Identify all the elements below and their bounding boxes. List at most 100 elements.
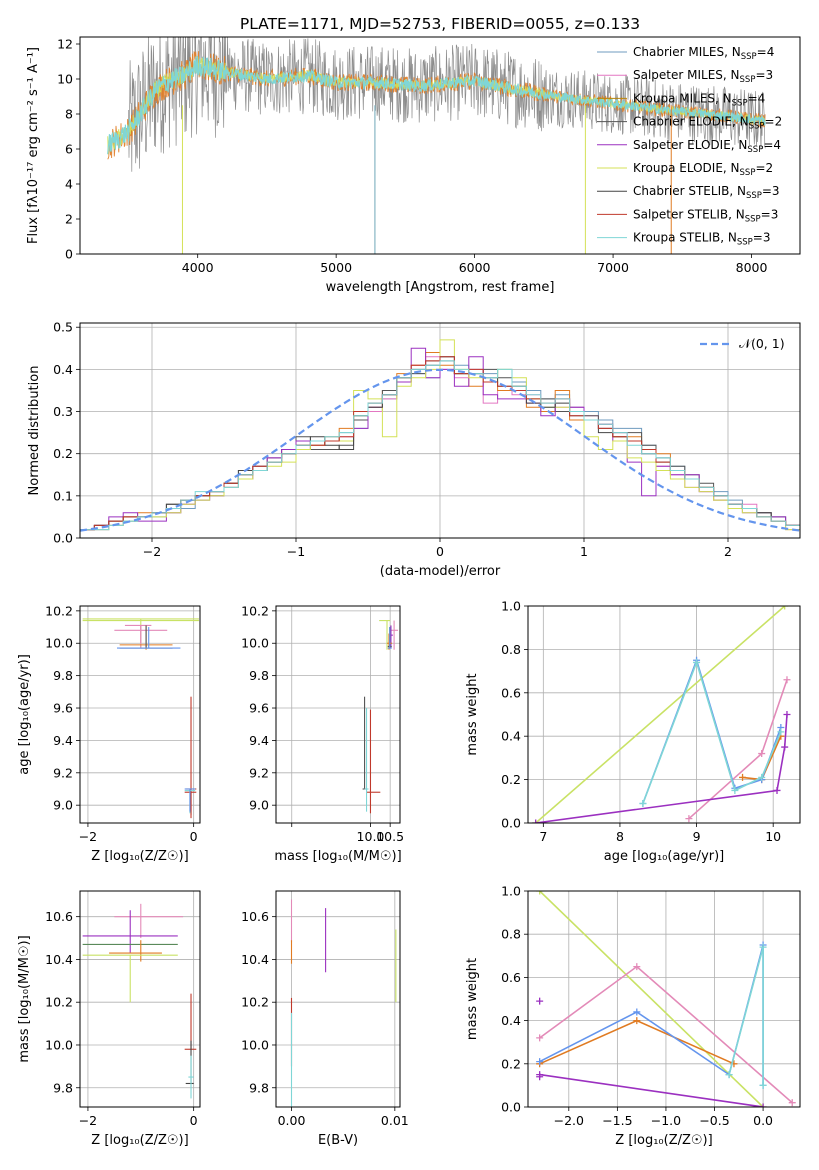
legend-sub: SSP [741, 52, 757, 62]
legend-entry: Chabrier MILES, NSSP=4 [633, 45, 774, 62]
series-marker [693, 658, 701, 666]
x-tick-label: 5000 [320, 260, 352, 275]
x-tick-label: 7000 [597, 260, 629, 275]
y-tick-label: 12 [57, 37, 73, 52]
y-tick-label: 0.0 [501, 1100, 521, 1115]
plot-area [82, 903, 197, 1099]
x-tick-label: 8000 [736, 260, 768, 275]
plot-area [536, 891, 796, 1107]
series-marker [633, 1017, 641, 1025]
y-tick-label: 9.8 [53, 1080, 73, 1095]
x-tick-label: 8 [616, 829, 624, 844]
legend-entry: Kroupa ELODIE, NSSP=2 [633, 161, 773, 178]
x-tick-label: −2.0 [554, 1113, 584, 1128]
series-marker [758, 750, 766, 758]
x-axis-label: (data-model)/error [380, 564, 501, 579]
series-marker [783, 676, 791, 684]
y-tick-label: 9.0 [53, 798, 73, 813]
legend-sub: SSP [732, 98, 748, 108]
y-tick-label: 0.6 [501, 970, 521, 985]
series-marker [783, 711, 791, 718]
normal-curve [80, 368, 800, 532]
legend-sub: SSP [745, 214, 761, 224]
legend-label: Chabrier STELIB, N [633, 184, 746, 198]
y-tick-label: 0.8 [501, 642, 521, 657]
panel-mass_vs_ebv: 0.00 0.01 9.8 10.0 10.2 10.4 10.6 E(B-V) [241, 890, 409, 1148]
series-marker [536, 1058, 544, 1066]
legend-suffix: =2 [765, 115, 783, 129]
series-marker [725, 1071, 733, 1079]
x-tick-label: 0 [190, 829, 198, 844]
series-marker [633, 1008, 641, 1016]
y-tick-label: 0.8 [501, 927, 521, 942]
legend-entry: 𝒩(0, 1) [739, 336, 785, 351]
series-marker [532, 819, 540, 823]
x-tick-label: 2 [724, 544, 732, 559]
series-marker [759, 943, 767, 951]
series-marker [536, 891, 544, 895]
axes-frame [275, 890, 401, 1108]
y-tick-label: 10.2 [45, 995, 73, 1010]
axes-frame [527, 605, 801, 824]
legend-sub: SSP [749, 122, 765, 132]
y-tick-label: 0.4 [53, 362, 73, 377]
legend-sub: SSP [746, 191, 762, 201]
legend-sub: SSP [740, 75, 756, 85]
series-marker [739, 773, 747, 781]
x-tick-label: −2 [143, 544, 161, 559]
legend-suffix: =4 [757, 45, 775, 59]
y-tick-label: 10.6 [241, 909, 269, 924]
x-tick-label: 9 [693, 829, 701, 844]
legend-suffix: =2 [755, 161, 773, 175]
x-axis-label: E(B-V) [318, 1133, 358, 1148]
y-tick-label: 9.2 [53, 765, 73, 780]
series-marker [759, 1081, 767, 1089]
series-marker [633, 963, 641, 971]
y-tick-label: 0.0 [501, 816, 521, 831]
x-tick-label: −1.0 [651, 1113, 681, 1128]
y-axis-label: age [log₁₀(age/yr)] [17, 654, 32, 775]
plot-area [107, 37, 766, 254]
y-axis-label: mass [log₁₀(M/M☉)] [17, 935, 32, 1062]
legend-entry: Kroupa MILES, NSSP=4 [633, 91, 765, 108]
y-axis-label: Flux [fλ10⁻¹⁷ erg cm⁻² s⁻¹ A⁻¹] [26, 47, 41, 244]
y-tick-label: 10.6 [45, 909, 73, 924]
panel-age_vs_Z: −2 0 9.0 9.2 9.4 9.6 9.8 10.0 10.2 Z [log₁₀(Z/Z☉)… [17, 603, 201, 864]
series-marker [781, 743, 789, 751]
legend-sub: SSP [740, 168, 756, 178]
y-tick-label: 10.4 [241, 952, 269, 967]
axes-frame [79, 322, 801, 539]
series-line [539, 1073, 764, 1107]
series-marker [788, 1099, 796, 1107]
axes-frame [275, 605, 401, 824]
y-tick-label: 0.2 [53, 446, 73, 461]
y-tick-label: 10.2 [45, 603, 73, 618]
plot-area [532, 606, 791, 823]
series-marker [731, 786, 739, 794]
x-tick-label: 4000 [182, 260, 214, 275]
y-tick-label: 9.8 [53, 668, 73, 683]
y-tick-label: 0.4 [501, 729, 521, 744]
axes-frame [79, 605, 201, 824]
panel-weight_vs_age: 7 8 9 10 0.0 0.2 0.4 0.6 0.8 1.0 age [log₁₀(age/yr… [465, 599, 801, 864]
x-tick-label: 0.0 [753, 1113, 773, 1128]
panel-residual_hist: −2 −1 0 1 2 0.0 0.1 0.2 0.3 0.4 0.5 (data-model)/er… [27, 320, 801, 579]
legend-label: Salpeter ELODIE, N [633, 138, 747, 152]
legend: 𝒩(0, 1) [700, 336, 785, 351]
legend-entry: Kroupa STELIB, NSSP=3 [633, 231, 771, 248]
y-tick-label: 9.4 [249, 733, 269, 748]
x-tick-label: 10.5 [376, 829, 404, 844]
x-tick-label: 6000 [459, 260, 491, 275]
legend-suffix: =3 [755, 68, 773, 82]
x-axis-label: mass [log₁₀(M/M☉)] [274, 849, 401, 864]
hist-series [80, 360, 800, 538]
x-axis-label: wavelength [Angstrom, rest frame] [326, 280, 555, 295]
y-tick-label: 0.0 [53, 531, 73, 546]
y-tick-label: 9.4 [53, 733, 73, 748]
plot-area [362, 620, 399, 814]
y-tick-label: 8 [65, 107, 73, 122]
y-tick-label: 0.4 [501, 1013, 521, 1028]
y-tick-label: 10 [57, 72, 73, 87]
y-tick-label: 0.5 [53, 320, 73, 335]
